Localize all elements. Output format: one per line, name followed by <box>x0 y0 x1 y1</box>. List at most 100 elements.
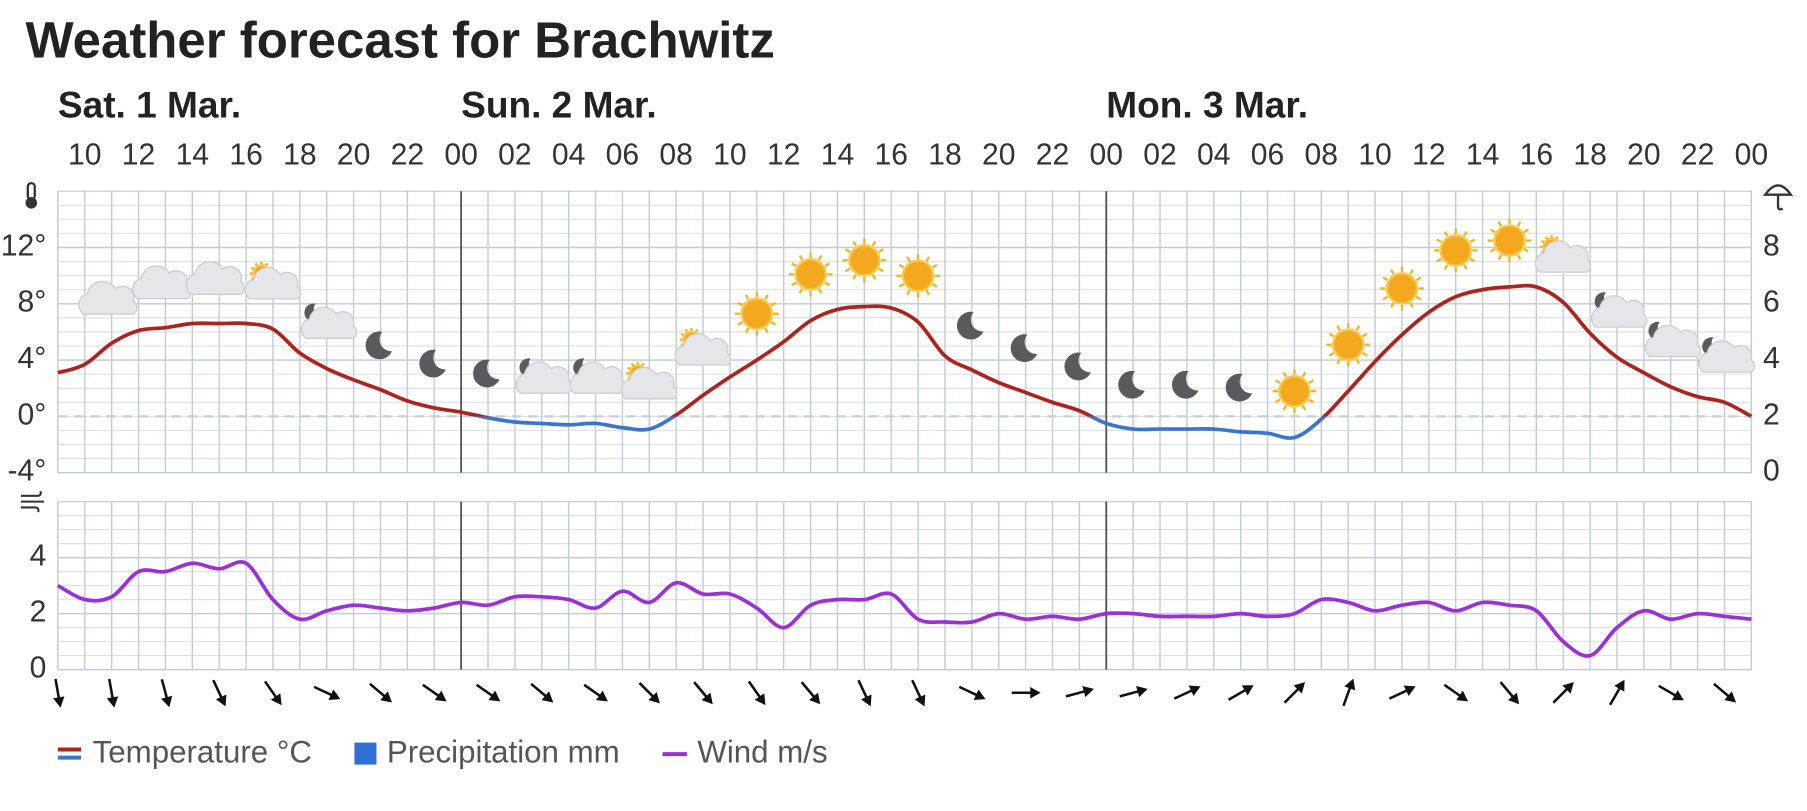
y-tick-label: 12° <box>1 229 47 262</box>
x-tick-label: 22 <box>1036 138 1070 171</box>
x-tick-label: 10 <box>1358 138 1392 171</box>
y2-tick-label: 2 <box>1763 398 1780 431</box>
x-tick-label: 00 <box>444 138 478 171</box>
weather-icon <box>1064 352 1091 381</box>
x-tick-label: 22 <box>391 138 425 171</box>
weather-icon <box>896 253 940 298</box>
wind-arrow <box>1658 684 1684 701</box>
wind-arrow <box>911 679 926 707</box>
chart-title: Weather forecast for Brachwitz <box>25 12 774 69</box>
weather-icon <box>1380 266 1424 311</box>
wind-arrow <box>800 681 821 705</box>
wind-arrow <box>1283 682 1306 704</box>
x-tick-label: 06 <box>606 138 639 171</box>
x-tick-label: 14 <box>821 138 855 171</box>
weather-icon <box>842 238 887 283</box>
day-label: Sat. 1 Mar. <box>58 84 241 126</box>
x-tick-label: 02 <box>498 138 532 171</box>
grid <box>57 190 1753 671</box>
legend-label: Temperature °C <box>93 734 312 769</box>
x-tick-label: 18 <box>1573 138 1607 171</box>
wind-arrow <box>106 678 119 708</box>
x-tick-label: 16 <box>229 138 262 171</box>
weather-icon <box>1272 369 1317 414</box>
weather-icon <box>1171 370 1199 399</box>
x-tick-label: 10 <box>713 138 747 171</box>
x-tick-label: 20 <box>1627 138 1661 171</box>
weather-icon <box>956 311 984 340</box>
wind-arrow <box>1119 685 1148 698</box>
wind-arrow <box>1552 682 1574 704</box>
weather-icon <box>1534 235 1592 273</box>
weather-icon <box>788 252 833 297</box>
weather-icon <box>1433 228 1478 273</box>
weather-icon <box>620 361 678 400</box>
x-tick-label: 20 <box>982 138 1016 171</box>
legend: Temperature °C Precipitation mm Wind m/s <box>57 734 828 769</box>
x-tick-label: 20 <box>337 138 371 171</box>
wind-arrow <box>369 682 393 703</box>
wind-arrow <box>747 680 766 706</box>
umbrella-icon <box>1763 184 1793 211</box>
x-tick-label: 00 <box>1735 138 1769 171</box>
x-tick-label: 14 <box>1466 138 1500 171</box>
weather-icon <box>1118 370 1145 399</box>
weather-icon <box>1010 334 1038 363</box>
wind-arrow <box>1173 685 1201 700</box>
y2-tick-label: 4 <box>1763 342 1780 375</box>
wind-arrow <box>1011 686 1041 699</box>
wind-arrow <box>1227 685 1254 701</box>
weather-icon <box>569 358 626 394</box>
wind-icon <box>20 490 45 513</box>
x-tick-label: 12 <box>767 138 801 171</box>
thermometer-icon <box>25 181 38 209</box>
wind-arrow <box>1608 679 1625 706</box>
x-tick-label: 06 <box>1251 138 1285 171</box>
y-tick-label: 8° <box>18 286 47 319</box>
wind-arrow <box>212 679 227 707</box>
weather-icon <box>78 280 138 315</box>
x-tick-label: 12 <box>1412 138 1446 171</box>
x-tick-label: 10 <box>68 138 102 171</box>
x-tick-label: 04 <box>1197 138 1231 171</box>
x-tick-label: 18 <box>928 138 962 171</box>
wind-arrow <box>160 679 173 708</box>
weather-icon <box>1487 218 1532 263</box>
y2-tick-label: 6 <box>1763 286 1780 319</box>
legend-label: Precipitation mm <box>387 734 620 769</box>
x-tick-label: 12 <box>122 138 155 171</box>
weather-icon <box>1225 373 1253 402</box>
x-tick-label: 14 <box>176 138 210 171</box>
weather-icon <box>185 261 245 296</box>
y-tick-label: 4 <box>30 540 47 573</box>
wind-arrow <box>1443 683 1469 702</box>
wind-arrow <box>693 681 713 705</box>
wind-arrow <box>583 683 608 702</box>
line <box>57 283 1753 440</box>
y-tick-label: 2 <box>30 596 47 629</box>
wind-arrow <box>263 680 282 706</box>
legend-swatch <box>354 742 377 765</box>
wind-arrow <box>857 679 872 707</box>
wind-arrow <box>1388 685 1416 700</box>
wind-arrow <box>530 682 554 703</box>
line <box>57 560 1752 658</box>
weather-icon <box>473 359 500 388</box>
x-tick-label: 00 <box>1090 138 1124 171</box>
y-tick-label: 0° <box>18 398 47 431</box>
y-tick-label: -4° <box>8 455 47 488</box>
x-tick-label: 22 <box>1681 138 1715 171</box>
x-tick-label: 02 <box>1143 138 1177 171</box>
wind-arrow <box>53 678 65 708</box>
weather-icon <box>1644 321 1702 358</box>
weather-icon <box>419 349 446 378</box>
wind-arrow <box>638 682 660 704</box>
x-tick-label: 08 <box>659 138 692 171</box>
weather-icon <box>300 303 358 339</box>
y-tick-label: 4° <box>18 342 47 375</box>
weather-icon <box>365 331 393 360</box>
weather-icon <box>674 327 732 366</box>
weather-icon <box>1698 337 1755 373</box>
wind-arrow <box>1065 685 1094 698</box>
